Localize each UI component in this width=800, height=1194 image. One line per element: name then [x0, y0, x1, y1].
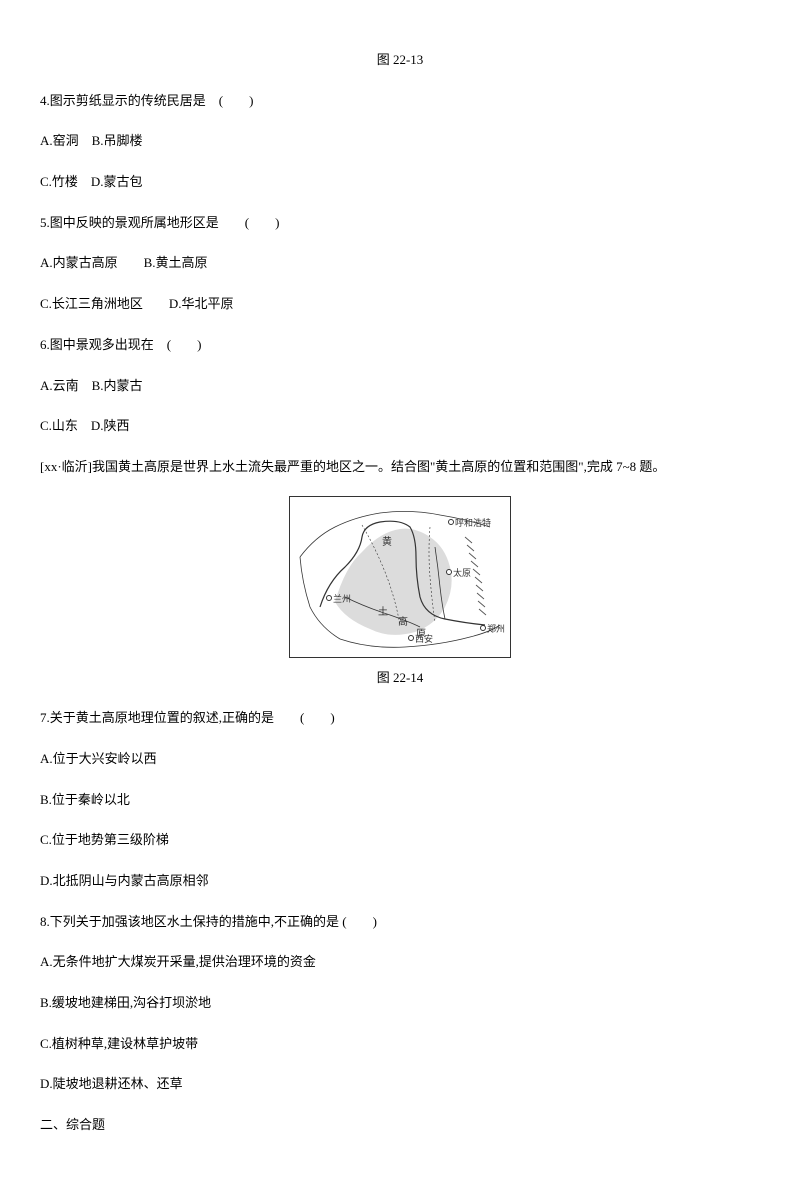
region-label: 黄: [382, 533, 392, 552]
question-5-options-cd: C.长江三角洲地区 D.华北平原: [40, 292, 760, 317]
question-8: 8.下列关于加强该地区水土保持的措施中,不正确的是 ( ): [40, 910, 760, 935]
city-label: 郑州: [487, 621, 505, 638]
question-8-option-d: D.陡坡地退耕还林、还草: [40, 1072, 760, 1097]
loess-plateau-map: 呼和浩特太原兰州西安郑州黄土高原: [289, 496, 511, 658]
city-dot: [448, 519, 454, 525]
question-6-options-ab: A.云南 B.内蒙古: [40, 374, 760, 399]
city-dot: [326, 595, 332, 601]
question-8-option-c: C.植树种草,建设林草护坡带: [40, 1032, 760, 1057]
city-label: 兰州: [333, 591, 351, 608]
city-dot: [446, 569, 452, 575]
question-8-option-a: A.无条件地扩大煤炭开采量,提供治理环境的资金: [40, 950, 760, 975]
question-7-option-c: C.位于地势第三级阶梯: [40, 828, 760, 853]
question-7-8-intro: [xx·临沂]我国黄土高原是世界上水土流失最严重的地区之一。结合图"黄土高原的位…: [40, 455, 760, 480]
city-dot: [408, 635, 414, 641]
city-label: 太原: [453, 565, 471, 582]
question-4: 4.图示剪纸显示的传统民居是 ( ): [40, 89, 760, 114]
question-7-option-b: B.位于秦岭以北: [40, 788, 760, 813]
region-label: 高: [398, 613, 408, 632]
question-7-option-a: A.位于大兴安岭以西: [40, 747, 760, 772]
question-7-option-d: D.北抵阴山与内蒙古高原相邻: [40, 869, 760, 894]
figure-14-label: 图 22-14: [40, 666, 760, 691]
question-5-options-ab: A.内蒙古高原 B.黄土高原: [40, 251, 760, 276]
question-5: 5.图中反映的景观所属地形区是 ( ): [40, 211, 760, 236]
section-2-heading: 二、综合题: [40, 1113, 760, 1138]
figure-13-label: 图 22-13: [40, 48, 760, 73]
region-label: 土: [378, 603, 388, 622]
city-label: 呼和浩特: [455, 515, 491, 532]
question-4-options-ab: A.窑洞 B.吊脚楼: [40, 129, 760, 154]
question-8-option-b: B.缓坡地建梯田,沟谷打坝淤地: [40, 991, 760, 1016]
map-figure-container: 呼和浩特太原兰州西安郑州黄土高原: [40, 496, 760, 658]
plateau-shading: [335, 528, 452, 634]
question-7: 7.关于黄土高原地理位置的叙述,正确的是 ( ): [40, 706, 760, 731]
question-6: 6.图中景观多出现在 ( ): [40, 333, 760, 358]
city-dot: [480, 625, 486, 631]
question-4-options-cd: C.竹楼 D.蒙古包: [40, 170, 760, 195]
region-label: 原: [416, 625, 426, 644]
question-6-options-cd: C.山东 D.陕西: [40, 414, 760, 439]
